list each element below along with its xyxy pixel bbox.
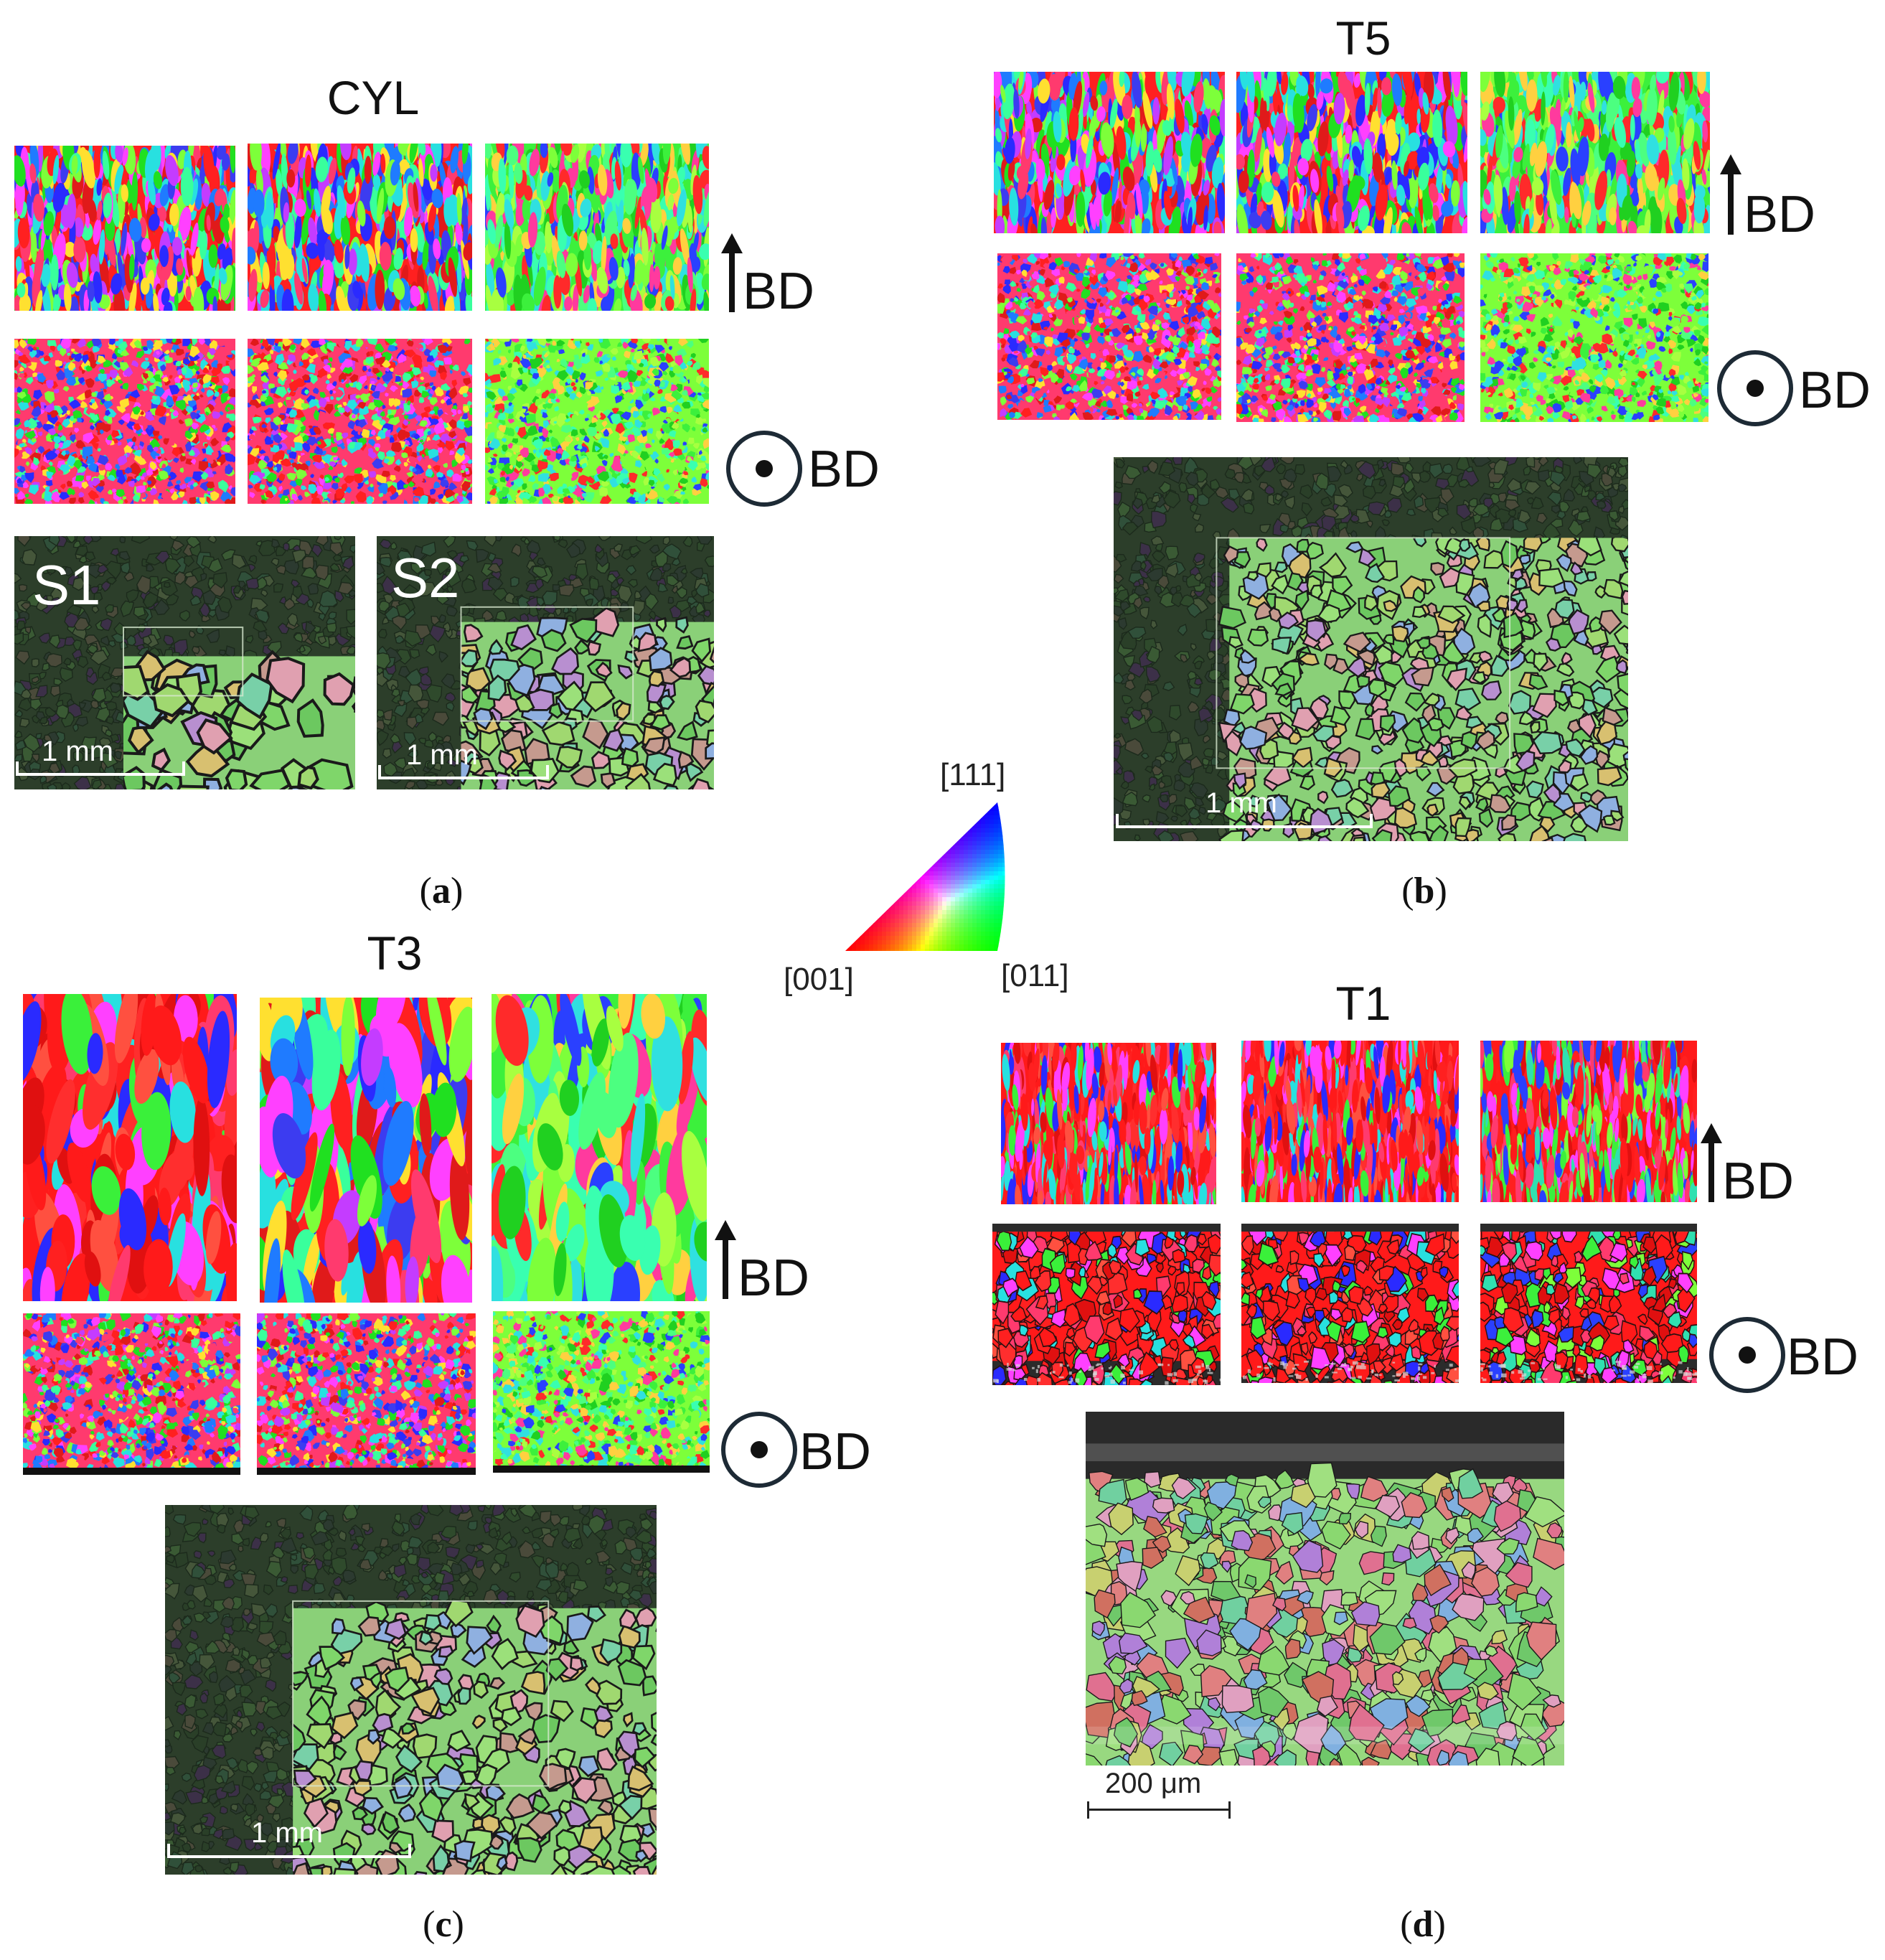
scale-bar-label: 1 mm	[1205, 787, 1277, 820]
ipf-label-011: [011]	[1001, 958, 1069, 994]
ebsd-map-a-cross-2	[248, 339, 472, 504]
bd-label: BD	[808, 440, 880, 499]
ipf-label-001: [001]	[784, 962, 854, 998]
scale-bar	[167, 1844, 411, 1858]
bd-label: BD	[799, 1422, 871, 1481]
overview-s1	[14, 536, 355, 789]
bd-up-arrow-icon	[715, 1220, 736, 1299]
scale-bar	[16, 761, 185, 776]
ebsd-map-c-cross-1	[23, 1313, 240, 1475]
bd-out-of-plane-icon	[1717, 350, 1793, 426]
scale-bar-label: 1 mm	[406, 739, 478, 772]
bd-up-arrow-icon	[721, 233, 743, 312]
ebsd-map-b-vert-3	[1480, 72, 1710, 233]
ebsd-map-a-vert-1	[14, 146, 235, 311]
ebsd-map-a-cross-3	[485, 339, 709, 504]
panel-a-caption: (a)	[395, 870, 488, 912]
ipf-color-key-icon	[843, 798, 1019, 952]
bd-label: BD	[743, 262, 814, 321]
panel-b-caption: (b)	[1378, 870, 1471, 912]
scale-bar	[378, 765, 549, 779]
ebsd-map-d-vert-3	[1480, 1041, 1697, 1202]
sample-label-s2: S2	[391, 545, 459, 611]
ebsd-map-b-cross-1	[997, 253, 1221, 420]
overview-t5	[1114, 457, 1628, 841]
panel-c-title: T3	[330, 926, 459, 980]
ebsd-map-d-vert-2	[1241, 1041, 1459, 1202]
bd-label: BD	[738, 1249, 809, 1308]
scale-bar	[1087, 1801, 1231, 1819]
sample-label-s1: S1	[32, 553, 100, 618]
bd-label: BD	[1744, 185, 1815, 244]
caption-letter: c	[435, 1904, 451, 1945]
ebsd-map-b-cross-2	[1236, 253, 1465, 422]
caption-letter: b	[1414, 871, 1435, 911]
scale-bar-label: 200 μm	[1105, 1768, 1201, 1800]
bd-out-of-plane-icon	[726, 431, 802, 507]
ebsd-map-d-vert-1	[1001, 1043, 1216, 1204]
panel-c-caption: (c)	[397, 1903, 490, 1946]
ebsd-map-d-cross-1	[992, 1224, 1221, 1385]
overview-t3	[165, 1505, 657, 1875]
ipf-label-111: [111]	[940, 757, 1005, 793]
bd-label: BD	[1722, 1152, 1794, 1211]
ebsd-map-a-vert-2	[248, 144, 472, 311]
ebsd-map-c-vert-3	[492, 994, 707, 1301]
scale-bar-label: 1 mm	[42, 736, 113, 768]
caption-letter: d	[1413, 1904, 1434, 1945]
bd-up-arrow-icon	[1720, 154, 1741, 235]
ebsd-map-a-cross-1	[14, 339, 235, 504]
ebsd-map-d-cross-3	[1480, 1224, 1697, 1383]
scale-bar-label: 1 mm	[251, 1817, 323, 1849]
panel-b-title: T5	[1299, 11, 1428, 65]
panel-d-caption: (d)	[1376, 1903, 1470, 1946]
overview-s2	[377, 536, 714, 789]
bd-out-of-plane-icon	[721, 1412, 797, 1488]
ebsd-map-b-vert-1	[994, 72, 1225, 233]
scale-bar	[1116, 814, 1373, 828]
bd-up-arrow-icon	[1701, 1123, 1722, 1202]
panel-a-title: CYL	[294, 70, 452, 125]
bd-label: BD	[1787, 1328, 1858, 1387]
bd-out-of-plane-icon	[1709, 1317, 1785, 1393]
ebsd-map-a-vert-3	[485, 144, 709, 311]
caption-letter: a	[432, 871, 451, 911]
ebsd-map-c-vert-2	[260, 998, 472, 1303]
ebsd-map-c-cross-3	[493, 1311, 710, 1473]
overview-t1	[1086, 1412, 1564, 1766]
ebsd-map-c-vert-1	[23, 994, 237, 1301]
ebsd-map-b-vert-2	[1236, 72, 1467, 233]
ebsd-map-d-cross-2	[1241, 1224, 1459, 1383]
ebsd-map-c-cross-2	[257, 1313, 476, 1475]
bd-label: BD	[1799, 361, 1871, 420]
ebsd-map-b-cross-3	[1480, 253, 1708, 422]
panel-d-title: T1	[1299, 976, 1428, 1031]
